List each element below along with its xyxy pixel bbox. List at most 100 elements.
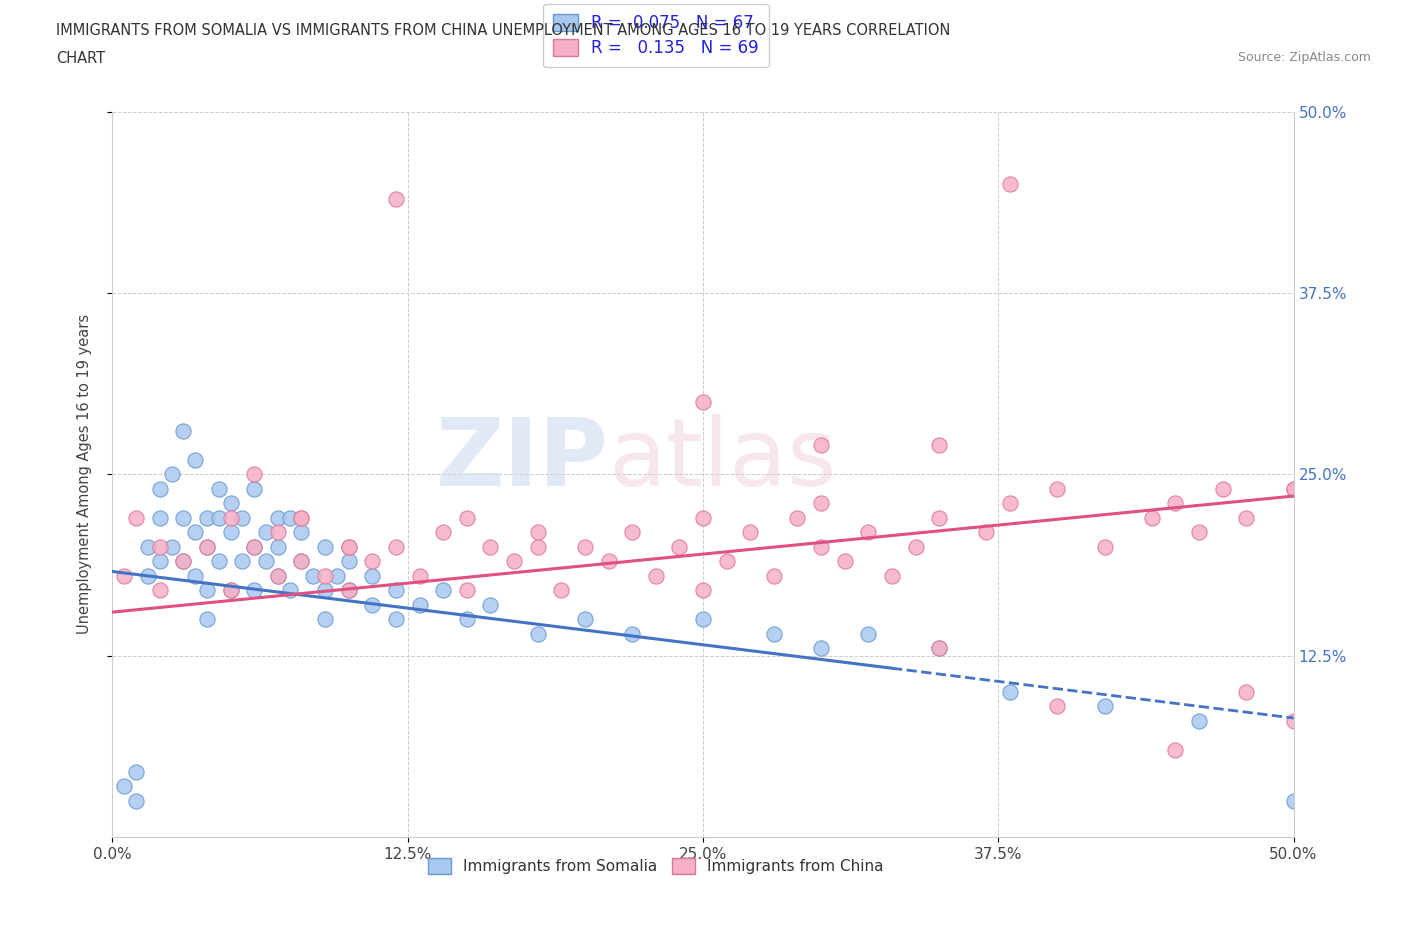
Point — [456, 511, 478, 525]
Point — [219, 511, 242, 525]
Text: Source: ZipAtlas.com: Source: ZipAtlas.com — [1237, 51, 1371, 64]
Point — [112, 778, 135, 793]
Point — [243, 539, 266, 554]
Point — [243, 583, 266, 598]
Point — [692, 394, 714, 409]
Point — [314, 583, 336, 598]
Point — [526, 525, 548, 539]
Point — [290, 511, 312, 525]
Point — [928, 511, 950, 525]
Point — [479, 539, 502, 554]
Point — [503, 554, 526, 569]
Point — [267, 568, 290, 583]
Point — [112, 568, 135, 583]
Point — [692, 511, 714, 525]
Point — [432, 525, 454, 539]
Point — [1046, 699, 1069, 714]
Point — [598, 554, 620, 569]
Point — [172, 554, 194, 569]
Point — [149, 482, 172, 497]
Point — [762, 627, 785, 642]
Point — [172, 554, 194, 569]
Point — [337, 539, 360, 554]
Point — [976, 525, 998, 539]
Point — [904, 539, 927, 554]
Point — [314, 612, 336, 627]
Point — [243, 482, 266, 497]
Text: IMMIGRANTS FROM SOMALIA VS IMMIGRANTS FROM CHINA UNEMPLOYMENT AMONG AGES 16 TO 1: IMMIGRANTS FROM SOMALIA VS IMMIGRANTS FR… — [56, 23, 950, 38]
Y-axis label: Unemployment Among Ages 16 to 19 years: Unemployment Among Ages 16 to 19 years — [77, 314, 91, 634]
Point — [408, 568, 430, 583]
Point — [740, 525, 762, 539]
Point — [314, 539, 336, 554]
Point — [1164, 742, 1187, 757]
Point — [1140, 511, 1163, 525]
Point — [1094, 699, 1116, 714]
Point — [219, 496, 242, 511]
Point — [479, 597, 502, 612]
Point — [243, 467, 266, 482]
Point — [574, 539, 596, 554]
Point — [692, 583, 714, 598]
Point — [692, 612, 714, 627]
Point — [1282, 793, 1305, 808]
Point — [208, 482, 231, 497]
Point — [880, 568, 903, 583]
Point — [526, 539, 548, 554]
Point — [136, 539, 159, 554]
Point — [149, 539, 172, 554]
Point — [526, 627, 548, 642]
Point — [254, 554, 277, 569]
Point — [1234, 511, 1257, 525]
Point — [184, 452, 207, 467]
Point — [385, 192, 408, 206]
Point — [278, 583, 301, 598]
Point — [1282, 713, 1305, 728]
Point — [125, 793, 148, 808]
Text: ZIP: ZIP — [436, 414, 609, 506]
Point — [432, 583, 454, 598]
Point — [361, 568, 384, 583]
Point — [621, 627, 644, 642]
Point — [337, 554, 360, 569]
Point — [195, 612, 218, 627]
Point — [267, 525, 290, 539]
Point — [621, 525, 644, 539]
Point — [998, 177, 1021, 192]
Point — [337, 583, 360, 598]
Point — [231, 554, 253, 569]
Point — [810, 496, 832, 511]
Point — [160, 539, 183, 554]
Point — [149, 554, 172, 569]
Point — [1188, 525, 1211, 539]
Point — [1164, 496, 1187, 511]
Point — [337, 539, 360, 554]
Point — [160, 467, 183, 482]
Point — [125, 511, 148, 525]
Point — [149, 583, 172, 598]
Point — [219, 583, 242, 598]
Point — [125, 764, 148, 779]
Point — [834, 554, 856, 569]
Point — [644, 568, 666, 583]
Point — [408, 597, 430, 612]
Point — [267, 568, 290, 583]
Point — [219, 583, 242, 598]
Point — [195, 539, 218, 554]
Point — [231, 511, 253, 525]
Point — [267, 511, 290, 525]
Point — [1282, 482, 1305, 497]
Point — [716, 554, 738, 569]
Point — [290, 525, 312, 539]
Point — [456, 583, 478, 598]
Point — [326, 568, 349, 583]
Point — [1234, 684, 1257, 699]
Point — [1094, 539, 1116, 554]
Point — [810, 539, 832, 554]
Point — [267, 539, 290, 554]
Point — [928, 641, 950, 656]
Point — [385, 539, 408, 554]
Point — [456, 612, 478, 627]
Point — [1212, 482, 1234, 497]
Point — [172, 423, 194, 438]
